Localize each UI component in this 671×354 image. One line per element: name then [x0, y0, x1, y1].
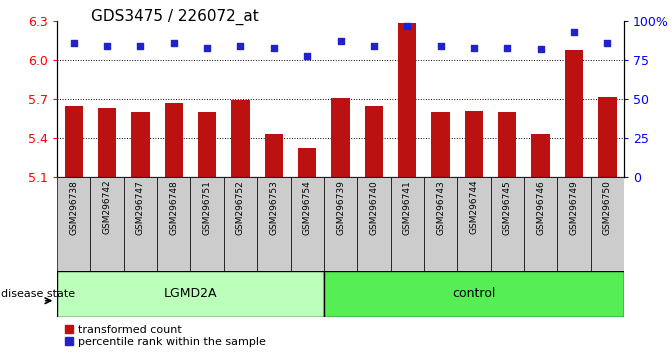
Text: GSM296745: GSM296745	[503, 180, 512, 235]
Bar	[565, 50, 583, 177]
Point	[535, 46, 546, 52]
Point	[268, 45, 279, 51]
Text: LGMD2A: LGMD2A	[164, 287, 217, 300]
Bar	[391, 177, 424, 271]
Bar	[524, 177, 558, 271]
Text: GSM296738: GSM296738	[69, 180, 79, 235]
Bar	[331, 98, 350, 177]
Bar	[424, 177, 457, 271]
Point	[68, 40, 79, 46]
Point	[302, 53, 313, 58]
Text: GSM296749: GSM296749	[570, 180, 578, 235]
Point	[235, 43, 246, 49]
Bar	[365, 105, 383, 177]
Bar	[324, 177, 357, 271]
Bar	[465, 111, 483, 177]
Text: disease state: disease state	[1, 289, 74, 299]
Bar	[198, 112, 216, 177]
Text: GSM296739: GSM296739	[336, 180, 345, 235]
Text: GSM296741: GSM296741	[403, 180, 412, 235]
Bar	[590, 177, 624, 271]
Point	[368, 43, 379, 49]
Bar	[64, 105, 83, 177]
Text: GSM296748: GSM296748	[169, 180, 178, 235]
Bar	[157, 177, 191, 271]
Point	[168, 40, 179, 46]
Bar	[91, 177, 123, 271]
Bar	[164, 103, 183, 177]
Point	[336, 39, 346, 44]
Point	[102, 43, 113, 49]
Bar	[257, 177, 291, 271]
Text: GSM296751: GSM296751	[203, 180, 211, 235]
Text: GSM296742: GSM296742	[103, 180, 111, 234]
Text: GSM296740: GSM296740	[369, 180, 378, 235]
Point	[468, 45, 479, 51]
Bar	[298, 148, 316, 177]
Point	[502, 45, 513, 51]
Bar	[598, 97, 617, 177]
Text: GSM296754: GSM296754	[303, 180, 312, 235]
Point	[568, 29, 579, 35]
Bar	[264, 134, 283, 177]
Bar	[231, 101, 250, 177]
Bar	[98, 108, 116, 177]
Bar	[491, 177, 524, 271]
Point	[202, 45, 213, 51]
Bar	[558, 177, 590, 271]
Text: GSM296750: GSM296750	[603, 180, 612, 235]
Text: GSM296753: GSM296753	[269, 180, 278, 235]
Bar	[398, 23, 417, 177]
Bar	[132, 112, 150, 177]
Bar	[224, 177, 257, 271]
Bar	[324, 271, 624, 317]
Text: GSM296752: GSM296752	[236, 180, 245, 235]
Text: control: control	[452, 287, 496, 300]
Text: GSM296744: GSM296744	[470, 180, 478, 234]
Bar	[57, 177, 91, 271]
Legend: transformed count, percentile rank within the sample: transformed count, percentile rank withi…	[62, 322, 268, 350]
Point	[402, 23, 413, 29]
Bar	[357, 177, 391, 271]
Text: GDS3475 / 226072_at: GDS3475 / 226072_at	[91, 9, 258, 25]
Text: GSM296743: GSM296743	[436, 180, 445, 235]
Point	[435, 43, 446, 49]
Bar	[531, 134, 550, 177]
Point	[135, 43, 146, 49]
Bar	[291, 177, 324, 271]
Point	[602, 40, 613, 46]
Bar	[457, 177, 491, 271]
Bar	[191, 177, 224, 271]
Text: GSM296747: GSM296747	[136, 180, 145, 235]
Bar	[57, 271, 324, 317]
Bar	[431, 112, 450, 177]
Bar	[498, 112, 517, 177]
Bar	[123, 177, 157, 271]
Text: GSM296746: GSM296746	[536, 180, 545, 235]
